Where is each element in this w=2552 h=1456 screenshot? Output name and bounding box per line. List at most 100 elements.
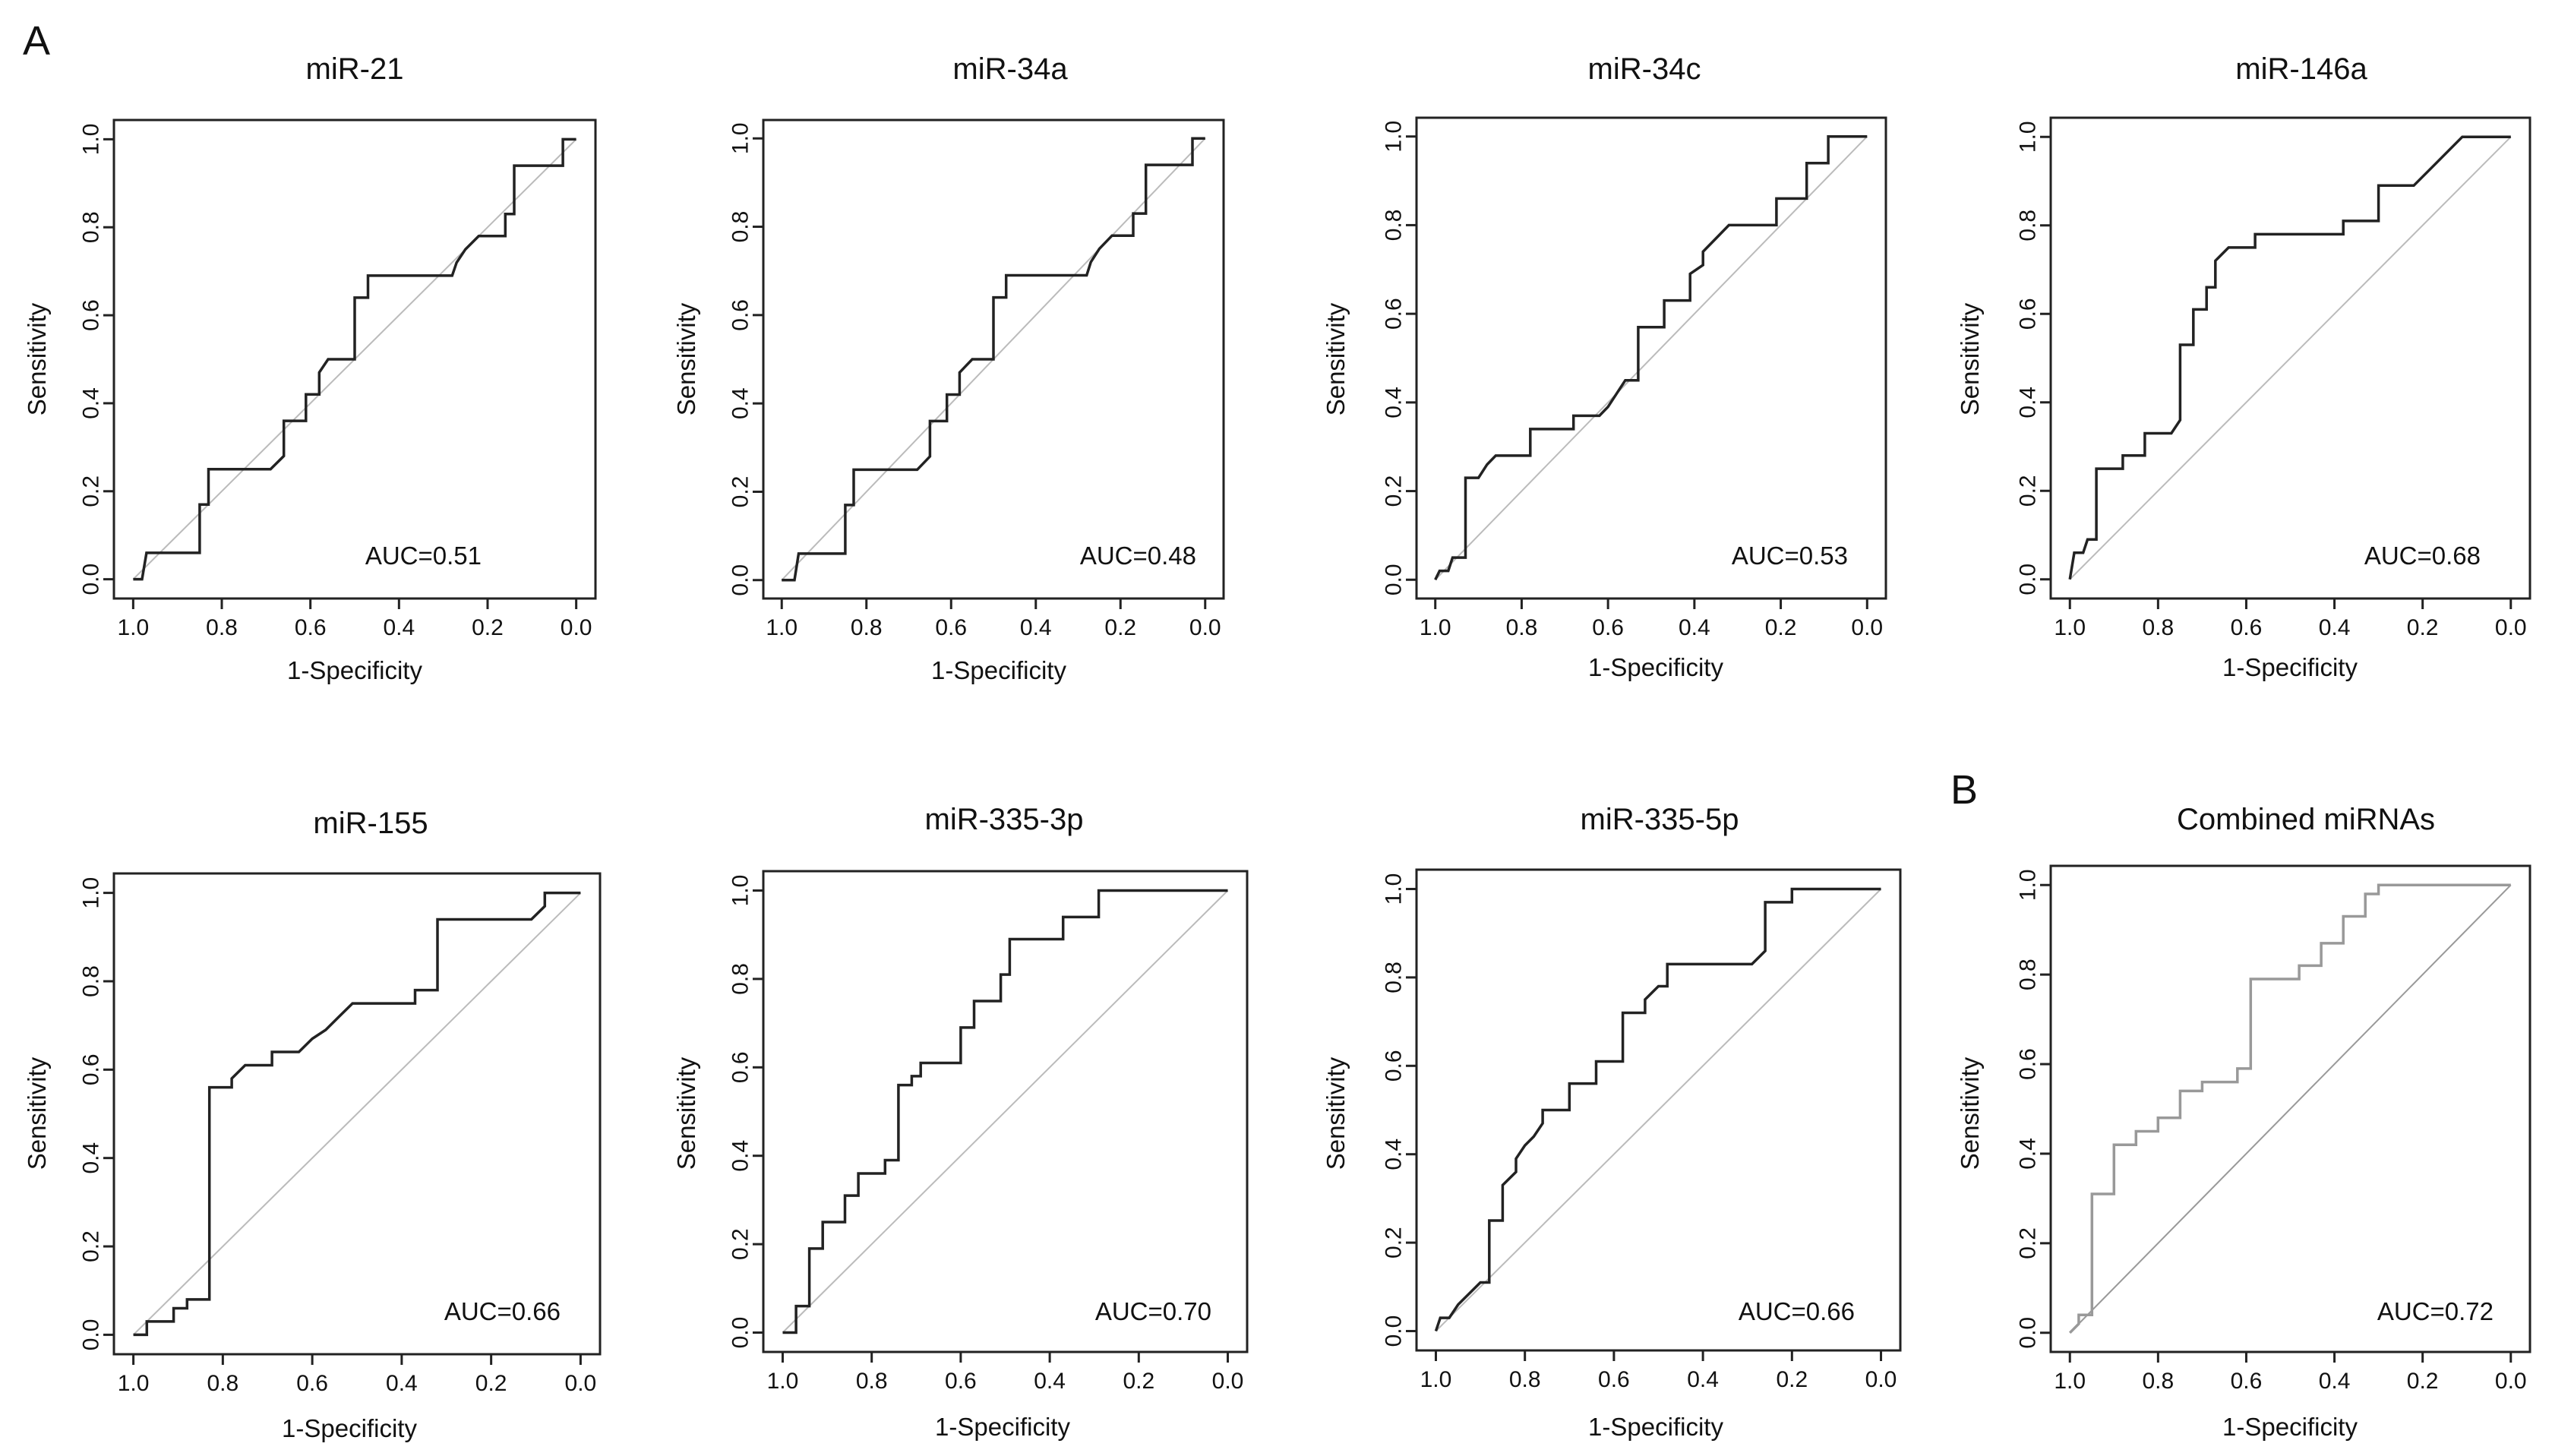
- y-tick-label: 0.6: [1382, 1050, 1407, 1082]
- x-axis-label: 1-Specificity: [935, 1413, 1070, 1441]
- plot-frame: [1415, 116, 1887, 600]
- roc-curve: [2068, 135, 2511, 580]
- y-tick-label: 0.0: [728, 1317, 753, 1349]
- x-tick-label: 1.0: [118, 615, 150, 640]
- x-axis-label: 1-Specificity: [931, 656, 1066, 684]
- roc-panel-mir-146a: miR-146a AUC=0.68 1-Specificity Sensitiv…: [1956, 52, 2531, 681]
- x-tick-label: 0.0: [2495, 615, 2527, 640]
- plot-frame: [112, 872, 602, 1356]
- y-tick-label: 0.8: [1382, 210, 1407, 242]
- x-tick-label: 1.0: [118, 1371, 150, 1396]
- x-tick-label: 0.0: [565, 1371, 597, 1396]
- y-tick-label: 0.4: [79, 387, 104, 419]
- x-axis-label: 1-Specificity: [2222, 653, 2358, 681]
- y-tick-label: 0.6: [1382, 298, 1407, 330]
- x-tick-label: 0.8: [1509, 1367, 1541, 1392]
- roc-panel-mir-335-5p: miR-335-5p AUC=0.66 1-Specificity Sensit…: [1322, 803, 1902, 1441]
- x-tick-label: 0.0: [561, 615, 592, 640]
- y-tick-label: 1.0: [1382, 873, 1407, 905]
- x-tick-label: 0.0: [1189, 615, 1221, 640]
- x-tick-label: 0.8: [851, 615, 883, 640]
- y-tick-label: 0.8: [728, 963, 753, 995]
- y-tick-label: 0.0: [2016, 1317, 2041, 1349]
- x-tick-label: 0.2: [1104, 615, 1136, 640]
- y-axis-label: Sensitivity: [672, 1056, 700, 1170]
- chance-diagonal: [132, 892, 582, 1336]
- x-tick-label: 0.4: [2319, 1369, 2351, 1394]
- roc-curve: [1434, 887, 1881, 1332]
- auc-annotation: AUC=0.68: [2364, 542, 2481, 570]
- chance-diagonal: [2069, 136, 2512, 580]
- x-tick-label: 0.8: [2142, 1369, 2174, 1394]
- y-tick-label: 0.8: [1382, 962, 1407, 993]
- y-tick-label: 0.2: [728, 1228, 753, 1260]
- y-tick-label: 1.0: [2016, 869, 2041, 901]
- y-tick-label: 0.0: [728, 564, 753, 596]
- x-axis-label: 1-Specificity: [1588, 1413, 1723, 1441]
- y-tick-label: 0.8: [728, 211, 753, 243]
- y-tick-label: 0.0: [79, 1319, 104, 1351]
- y-tick-label: 1.0: [79, 124, 104, 156]
- y-tick-label: 0.6: [2016, 298, 2041, 330]
- y-tick-label: 0.4: [728, 387, 753, 419]
- x-axis-label: 1-Specificity: [282, 1414, 417, 1442]
- chance-diagonal: [2069, 884, 2512, 1334]
- plot-frame: [112, 118, 597, 600]
- auc-annotation: AUC=0.48: [1080, 542, 1196, 570]
- roc-curve: [2068, 883, 2511, 1334]
- x-tick-label: 0.4: [1034, 1369, 1066, 1394]
- y-tick-label: 0.6: [728, 1051, 753, 1083]
- roc-curve: [133, 891, 581, 1337]
- panel-title: miR-335-3p: [925, 803, 1084, 836]
- x-tick-label: 1.0: [767, 1369, 799, 1394]
- y-tick-label: 0.0: [1382, 1315, 1407, 1347]
- x-tick-label: 0.8: [2142, 615, 2174, 640]
- auc-annotation: AUC=0.66: [1739, 1297, 1855, 1325]
- y-axis-label: Sensitivity: [1956, 1056, 1984, 1170]
- y-tick-label: 0.4: [728, 1140, 753, 1172]
- auc-annotation: AUC=0.66: [444, 1297, 561, 1325]
- roc-panel-mir-155: miR-155 AUC=0.66 1-Specificity Sensitivi…: [23, 807, 602, 1442]
- auc-annotation: AUC=0.70: [1095, 1297, 1211, 1325]
- y-tick-label: 0.4: [1382, 387, 1407, 418]
- y-tick-label: 0.8: [79, 211, 104, 243]
- auc-annotation: AUC=0.51: [365, 542, 482, 570]
- roc-curve: [782, 889, 1228, 1334]
- panel-title: miR-146a: [2235, 52, 2367, 86]
- y-tick-label: 0.8: [2016, 959, 2041, 990]
- x-tick-label: 0.2: [1123, 1369, 1154, 1394]
- x-tick-label: 0.0: [2495, 1369, 2527, 1394]
- y-axis-label: Sensitivity: [23, 1056, 51, 1170]
- roc-curve: [782, 137, 1205, 582]
- panel-title: miR-34a: [952, 52, 1068, 86]
- y-axis-label: Sensitivity: [672, 302, 700, 415]
- plot-frame: [762, 870, 1249, 1353]
- y-tick-label: 0.2: [79, 475, 104, 507]
- roc-panel-mir-34c: miR-34c AUC=0.53 1-Specificity Sensitivi…: [1322, 52, 1887, 681]
- roc-panel-mir-335-3p: miR-335-3p AUC=0.70 1-Specificity Sensit…: [672, 803, 1249, 1441]
- panel-title: miR-335-5p: [1581, 803, 1739, 836]
- y-tick-label: 0.6: [728, 299, 753, 331]
- plot-frame: [2049, 116, 2531, 600]
- x-tick-label: 0.0: [1851, 615, 1883, 640]
- x-tick-label: 0.2: [1765, 615, 1797, 640]
- panel-label-a: A: [23, 18, 50, 64]
- y-axis-label: Sensitivity: [23, 302, 51, 415]
- x-tick-label: 0.8: [856, 1369, 888, 1394]
- x-tick-label: 1.0: [1420, 615, 1451, 640]
- chance-diagonal: [782, 889, 1229, 1334]
- y-tick-label: 1.0: [728, 122, 753, 154]
- roc-panel-mir-21: miR-21 AUC=0.51 1-Specificity Sensitivit…: [23, 52, 597, 684]
- x-tick-label: 0.6: [2231, 615, 2263, 640]
- x-tick-label: 0.2: [475, 1371, 507, 1396]
- x-axis-label: 1-Specificity: [287, 656, 422, 684]
- roc-panel-mir-34a: miR-34a AUC=0.48 1-Specificity Sensitivi…: [672, 52, 1225, 684]
- panel-title: Combined miRNAs: [2177, 803, 2435, 836]
- y-tick-label: 0.2: [2016, 475, 2041, 507]
- x-tick-label: 0.6: [296, 1371, 328, 1396]
- y-tick-label: 0.4: [2016, 1138, 2041, 1170]
- x-tick-label: 0.0: [1212, 1369, 1244, 1394]
- x-tick-label: 0.8: [1506, 615, 1538, 640]
- x-tick-label: 0.6: [945, 1369, 977, 1394]
- y-tick-label: 0.2: [1382, 1227, 1407, 1259]
